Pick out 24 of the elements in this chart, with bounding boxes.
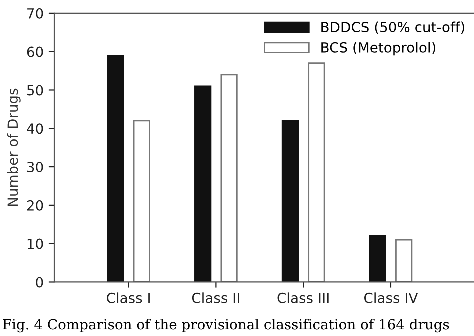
bar bbox=[369, 235, 386, 282]
x-tick-label: Class IV bbox=[364, 292, 418, 304]
bar bbox=[220, 74, 238, 282]
y-tick-label: 70 bbox=[28, 8, 44, 19]
bar bbox=[133, 120, 150, 282]
x-tick-label: Class I bbox=[107, 292, 150, 304]
caption: Fig. 4 Comparison of the provisional classification of 164 drugs bbox=[3, 319, 450, 333]
y-tick-label: 10 bbox=[28, 238, 44, 250]
y-tick-label: 60 bbox=[27, 46, 44, 58]
x-tick-label: Class II bbox=[192, 292, 240, 304]
legend-label: BDDCS (50% cut-off) bbox=[322, 22, 464, 34]
y-tick-label: 30 bbox=[27, 162, 44, 173]
bar bbox=[396, 239, 413, 282]
bar bbox=[107, 54, 124, 282]
y-tick-label: 20 bbox=[27, 200, 44, 211]
y-tick-label: 40 bbox=[27, 124, 44, 134]
x-tick-label: Class III bbox=[278, 292, 329, 304]
y-tick-label: 50 bbox=[27, 85, 44, 96]
legend-label: BCS (Metoprolol) bbox=[322, 42, 436, 56]
bar bbox=[194, 86, 212, 282]
bar bbox=[308, 62, 326, 282]
bar bbox=[282, 120, 300, 282]
y-axis-title: Number of Drugs bbox=[7, 88, 21, 206]
y-tick-label: 0 bbox=[36, 277, 44, 288]
